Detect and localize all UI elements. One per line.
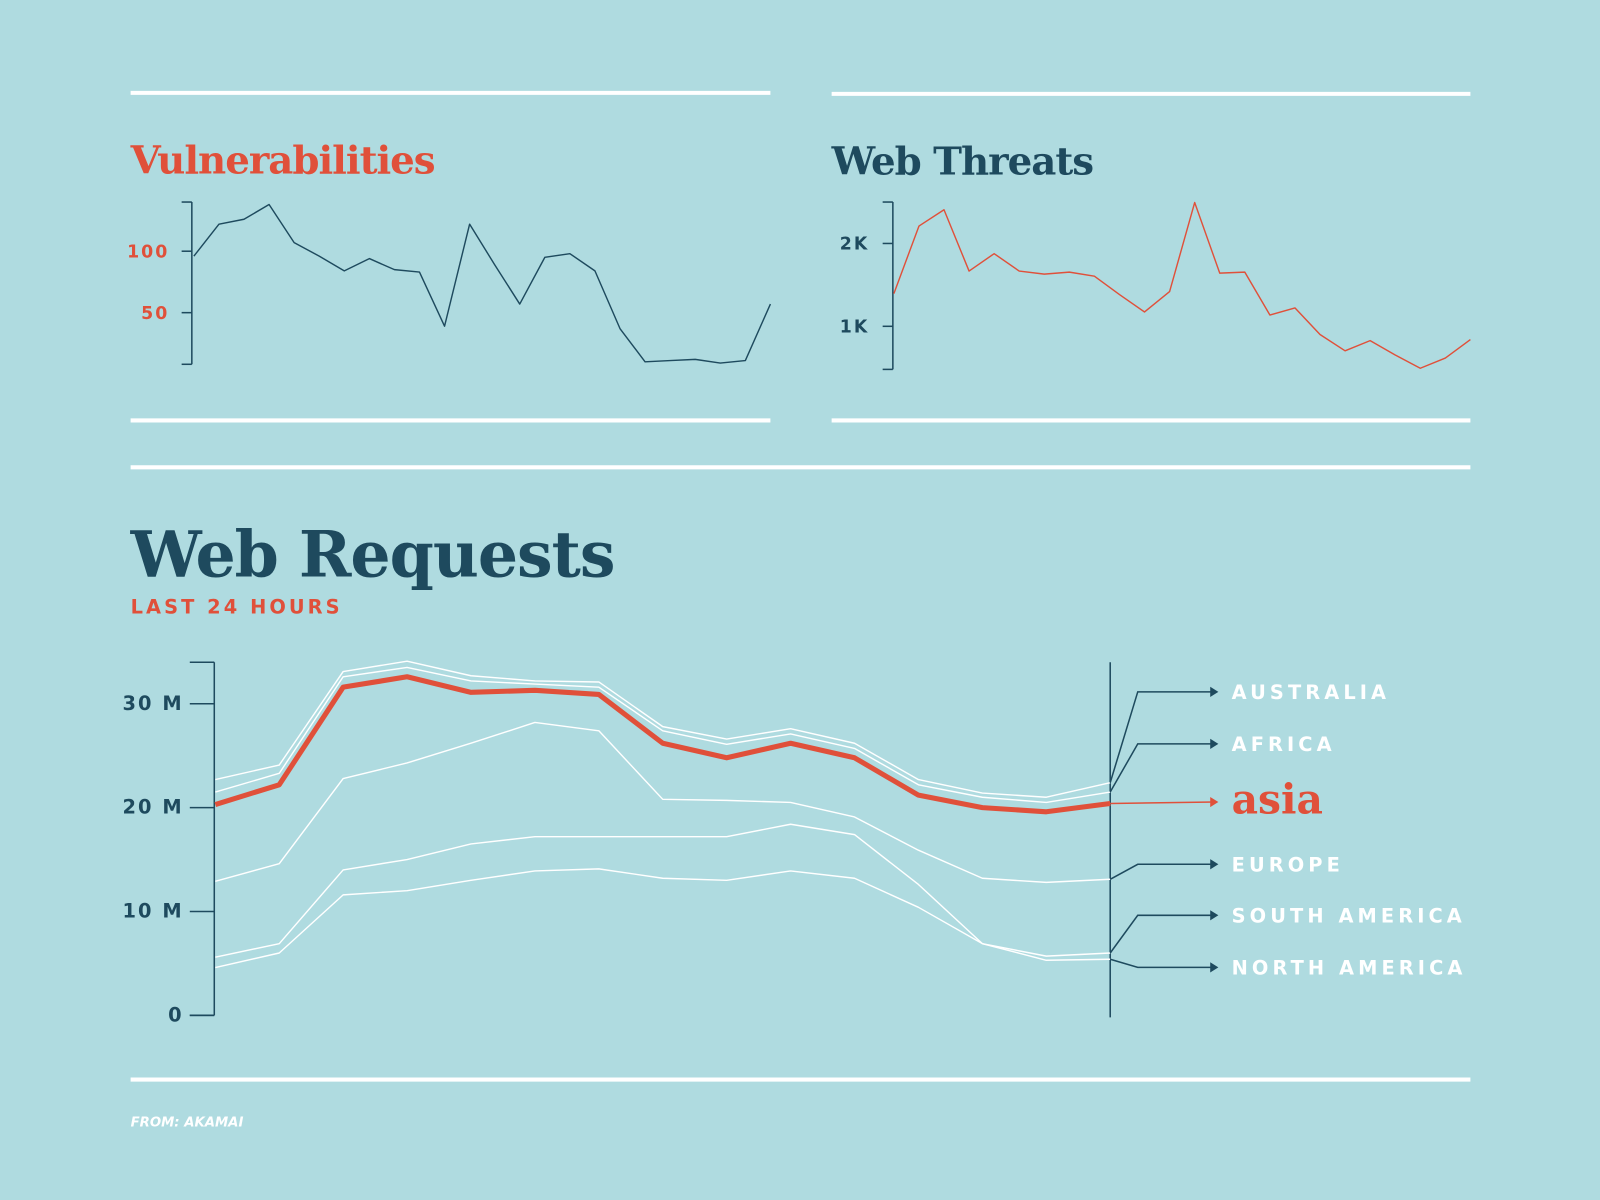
legend-label: AUSTRALIA bbox=[1232, 681, 1390, 704]
legend-connector bbox=[1109, 914, 1215, 954]
y-tick-label: 10 M bbox=[123, 900, 184, 923]
y-tick-label: 50 bbox=[141, 304, 169, 324]
legend-arrow bbox=[1210, 796, 1219, 808]
chart-subtitle: LAST 24 HOURS bbox=[131, 595, 343, 618]
y-tick-label: 20 M bbox=[123, 796, 184, 819]
legend-connector bbox=[1109, 691, 1215, 783]
legend-arrow bbox=[1210, 962, 1219, 973]
legend-label: SOUTH AMERICA bbox=[1232, 904, 1466, 927]
legend-connector bbox=[1109, 958, 1215, 969]
legend-connector bbox=[1109, 743, 1215, 793]
legend-arrow bbox=[1210, 738, 1219, 749]
legend-label: asia bbox=[1232, 775, 1323, 823]
data-line bbox=[215, 666, 1111, 804]
data-line bbox=[215, 660, 1111, 798]
chart-title: Web Requests bbox=[130, 518, 615, 592]
data-line bbox=[193, 203, 772, 364]
data-line bbox=[214, 674, 1111, 815]
data-line bbox=[215, 868, 1111, 969]
legend-label: NORTH AMERICA bbox=[1232, 956, 1467, 979]
legend-connector bbox=[1109, 863, 1215, 880]
legend-arrow bbox=[1210, 859, 1219, 870]
legend-label: AFRICA bbox=[1232, 733, 1336, 756]
y-tick-label: 30 M bbox=[123, 692, 184, 715]
y-tick-label: 1K bbox=[840, 317, 870, 337]
chart-title: Vulnerabilities bbox=[130, 138, 435, 183]
data-line bbox=[215, 721, 1111, 884]
legend-connector bbox=[1110, 801, 1215, 805]
y-tick-label: 2K bbox=[840, 235, 870, 255]
data-line bbox=[893, 201, 1471, 369]
data-line bbox=[215, 823, 1111, 958]
chart-title: Web Threats bbox=[831, 139, 1094, 184]
y-tick-label: 0 bbox=[168, 1003, 184, 1026]
source-note: FROM: AKAMAI bbox=[131, 1116, 244, 1131]
y-tick-label: 100 bbox=[127, 242, 169, 262]
dividers bbox=[130, 90, 1471, 1082]
legend-label: EUROPE bbox=[1232, 853, 1344, 876]
legend-arrow bbox=[1210, 686, 1219, 697]
legend-arrow bbox=[1210, 910, 1219, 921]
